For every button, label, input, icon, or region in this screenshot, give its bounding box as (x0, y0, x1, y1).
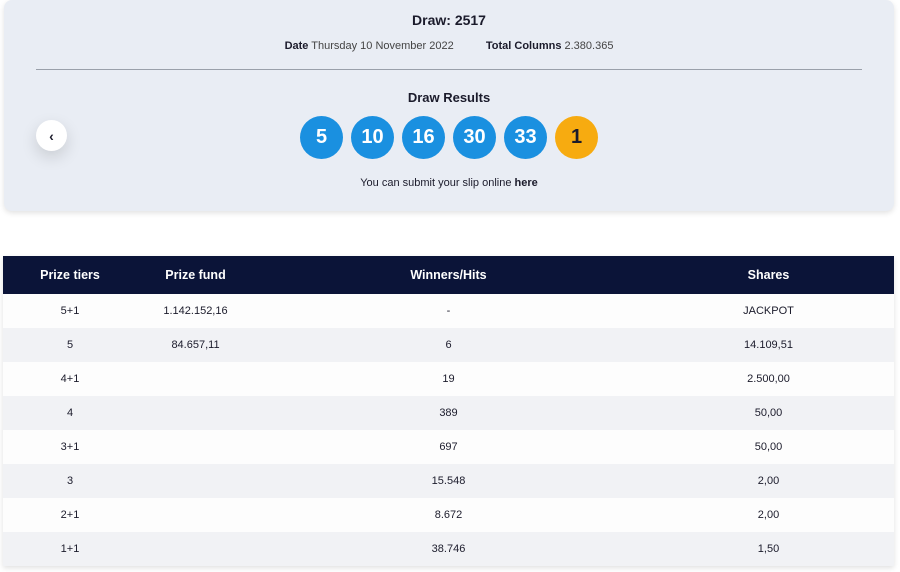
number-ball: 10 (351, 116, 394, 159)
cell-winners: 15.548 (431, 475, 466, 487)
draw-meta: Date Thursday 10 November 2022 Total Col… (4, 40, 894, 52)
submit-slip-text: You can submit your slip online (360, 177, 515, 189)
table-header-row: Prize tiers Prize fund Winners/Hits Shar… (3, 256, 894, 294)
bonus-ball: 1 (555, 116, 598, 159)
divider (36, 69, 862, 70)
cell-prize-fund (137, 498, 254, 532)
number-ball: 5 (300, 116, 343, 159)
cell-winners: - (446, 305, 451, 317)
cell-shares: 50,00 (754, 407, 783, 419)
cell-winners: 38.746 (431, 543, 466, 555)
previous-draw-button[interactable]: ‹ (36, 120, 67, 151)
submit-slip-link[interactable]: here (514, 177, 538, 189)
table-row: 3+1 697 50,00 (3, 430, 894, 464)
cell-shares: JACKPOT (743, 305, 794, 317)
cell-prize-tier: 3+1 (60, 441, 80, 453)
draw-card: Draw: 2517 Date Thursday 10 November 202… (4, 0, 894, 211)
prize-table: Prize tiers Prize fund Winners/Hits Shar… (3, 256, 894, 566)
cell-shares: 50,00 (754, 441, 783, 453)
submit-slip-line: You can submit your slip online here (4, 177, 894, 189)
cell-winners: 697 (439, 441, 458, 453)
cell-prize-fund (137, 396, 254, 430)
cell-shares: 14.109,51 (744, 339, 793, 351)
cell-prize-fund (137, 464, 254, 498)
number-ball: 30 (453, 116, 496, 159)
number-ball: 16 (402, 116, 445, 159)
cell-prize-fund (137, 532, 254, 566)
table-row: 4 389 50,00 (3, 396, 894, 430)
table-row: 5 84.657,11 6 14.109,51 (3, 328, 894, 362)
header-winners-hits: Winners/Hits (410, 268, 487, 282)
cell-prize-tier: 2+1 (60, 509, 80, 521)
cell-prize-tier: 3 (66, 475, 74, 487)
draw-results-label: Draw Results (407, 90, 491, 105)
cell-shares: 1,50 (757, 543, 780, 555)
header-prize-fund: Prize fund (165, 268, 226, 282)
cell-prize-fund: 1.142.152,16 (163, 305, 228, 317)
table-row: 2+1 8.672 2,00 (3, 498, 894, 532)
table-row: 1+1 38.746 1,50 (3, 532, 894, 566)
cell-shares: 2,00 (757, 475, 780, 487)
cell-prize-tier: 5 (66, 339, 74, 351)
drawn-numbers: 5 10 16 30 33 1 (300, 116, 598, 159)
cell-prize-fund: 84.657,11 (171, 339, 220, 351)
cell-winners: 389 (439, 407, 458, 419)
total-columns-label: Total Columns (485, 40, 562, 52)
cell-prize-tier: 1+1 (60, 543, 80, 555)
table-row: 3 15.548 2,00 (3, 464, 894, 498)
cell-shares: 2,00 (757, 509, 780, 521)
date-label: Date (284, 40, 309, 52)
cell-winners: 19 (442, 373, 455, 385)
table-row: 4+1 19 2.500,00 (3, 362, 894, 396)
draw-title: Draw: 2517 (412, 12, 486, 28)
cell-winners: 6 (445, 339, 452, 351)
header-prize-tiers: Prize tiers (40, 268, 100, 282)
cell-prize-fund (137, 362, 254, 396)
cell-shares: 2.500,00 (747, 373, 790, 385)
cell-winners: 8.672 (434, 509, 463, 521)
cell-prize-tier: 4+1 (60, 373, 80, 385)
number-ball: 33 (504, 116, 547, 159)
cell-prize-tier: 5+1 (60, 305, 80, 317)
cell-prize-fund (137, 430, 254, 464)
total-columns-value: 2.380.365 (564, 40, 614, 52)
table-row: 5+1 1.142.152,16 - JACKPOT (3, 294, 894, 328)
chevron-left-icon: ‹ (49, 127, 54, 144)
date-value: Thursday 10 November 2022 (311, 40, 454, 52)
cell-prize-tier: 4 (66, 407, 74, 419)
header-shares: Shares (747, 268, 790, 282)
